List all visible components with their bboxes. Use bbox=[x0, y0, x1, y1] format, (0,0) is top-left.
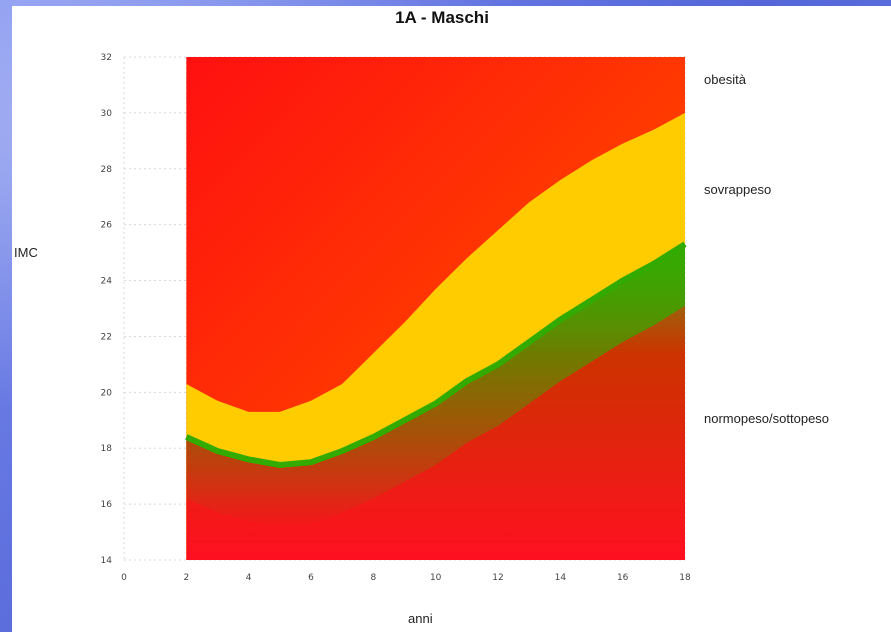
chart-title: 1A - Maschi bbox=[395, 8, 489, 27]
x-axis-label: anni bbox=[408, 611, 433, 626]
x-tick-label: 16 bbox=[617, 573, 629, 583]
y-tick-label: 14 bbox=[101, 556, 113, 566]
green-band bbox=[186, 244, 686, 527]
x-tick-label: 18 bbox=[679, 573, 691, 583]
y-tick-label: 18 bbox=[101, 444, 113, 454]
x-tick-label: 0 bbox=[121, 573, 127, 583]
zone-label-sovrappeso: sovrappeso bbox=[704, 182, 772, 197]
x-tick-label: 10 bbox=[430, 573, 442, 583]
x-tick-label: 8 bbox=[370, 573, 376, 583]
y-tick-label: 32 bbox=[101, 53, 112, 63]
x-tick-label: 14 bbox=[555, 573, 567, 583]
y-tick-label: 24 bbox=[101, 277, 113, 287]
y-axis-label: IMC bbox=[14, 245, 38, 260]
x-tick-label: 4 bbox=[246, 573, 252, 583]
x-tick-label: 12 bbox=[492, 573, 503, 583]
y-tick-label: 30 bbox=[101, 109, 113, 119]
series-line-green bbox=[185, 241, 687, 469]
y-tick-label: 26 bbox=[101, 221, 113, 231]
x-tick-label: 6 bbox=[308, 573, 314, 583]
zone-label-obesita: obesità bbox=[704, 72, 746, 87]
y-tick-label: 16 bbox=[101, 500, 113, 510]
area-layer bbox=[185, 57, 687, 560]
y-tick-label: 20 bbox=[101, 388, 113, 398]
y-tick-label: 28 bbox=[101, 165, 113, 175]
x-tick-label: 2 bbox=[183, 573, 189, 583]
zone-label-normopeso: normopeso/sottopeso bbox=[704, 411, 830, 426]
y-tick-label: 22 bbox=[101, 332, 112, 342]
